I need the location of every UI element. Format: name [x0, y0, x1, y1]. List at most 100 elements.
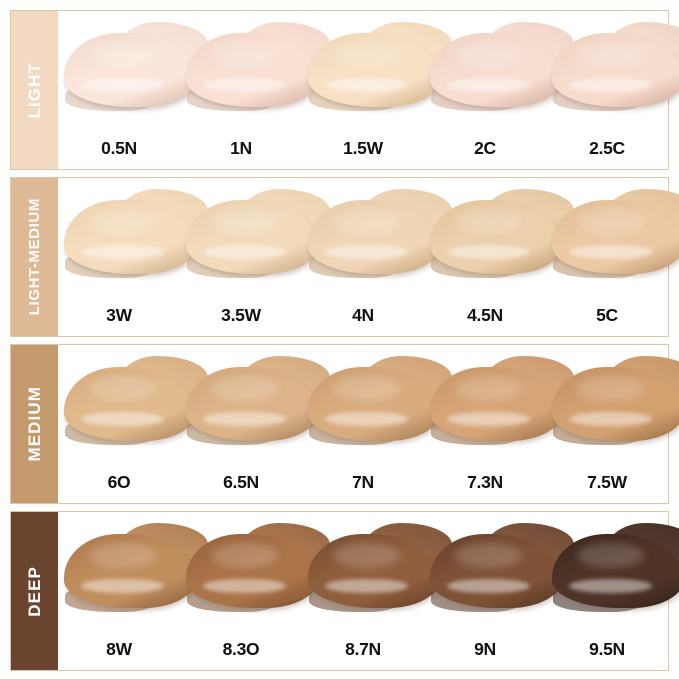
- smear-upper-highlight: [455, 542, 522, 568]
- foundation-smear-swatch: [296, 15, 452, 127]
- shade-name-label: 4.5N: [467, 305, 503, 325]
- smear-upper-highlight: [211, 208, 278, 234]
- smear-shadow: [186, 251, 282, 279]
- smear-upper-highlight: [333, 375, 400, 401]
- swatch-cell[interactable]: 1N: [180, 11, 330, 169]
- smear-highlight: [202, 77, 287, 93]
- smear-tail: [606, 21, 679, 71]
- smear-upper-highlight: [577, 542, 644, 568]
- swatch-cell[interactable]: 9.5N: [546, 512, 679, 670]
- foundation-smear-swatch: [418, 182, 574, 294]
- smear-tail: [606, 355, 679, 405]
- smear-body: [185, 366, 318, 441]
- smear-shadow: [552, 418, 648, 446]
- swatch-cell[interactable]: 6O: [58, 345, 208, 503]
- smear-shadow: [308, 251, 404, 279]
- smear-shadow: [186, 585, 282, 613]
- shade-name-label: 8.7N: [345, 639, 381, 659]
- swatch-cell[interactable]: 7N: [302, 345, 452, 503]
- smear-body: [185, 32, 318, 107]
- swatch-cell[interactable]: 5C: [546, 178, 679, 336]
- foundation-smear-swatch: [540, 349, 679, 461]
- category-label: DEEP: [25, 565, 44, 617]
- smear-upper-highlight: [333, 208, 400, 234]
- smear-upper-highlight: [89, 542, 156, 568]
- swatch-cell[interactable]: 1.5W: [302, 11, 452, 169]
- smear-upper-highlight: [577, 208, 644, 234]
- foundation-smear-swatch: [540, 516, 679, 628]
- smear-shadow: [552, 84, 648, 112]
- smear-body: [307, 533, 440, 608]
- smear-body: [429, 199, 562, 274]
- smear-highlight: [324, 244, 409, 260]
- swatch-cell[interactable]: 8.7N: [302, 512, 452, 670]
- shade-name-label: 3W: [106, 305, 132, 325]
- smear-body: [307, 366, 440, 441]
- smear-body: [307, 32, 440, 107]
- smear-tail: [606, 522, 679, 572]
- swatch-cell[interactable]: 4N: [302, 178, 452, 336]
- swatch-cell[interactable]: 0.5N: [58, 11, 208, 169]
- category-label: LIGHT-MEDIUM: [26, 198, 43, 316]
- foundation-smear-swatch: [174, 516, 330, 628]
- swatch-cell[interactable]: 2.5C: [546, 11, 679, 169]
- smear-shadow: [64, 585, 160, 613]
- swatch-strip: 0.5N 1N 1.5W 2C 2.5C: [58, 11, 679, 169]
- smear-body: [429, 32, 562, 107]
- smear-highlight: [202, 244, 287, 260]
- shade-name-label: 4N: [352, 305, 374, 325]
- swatch-cell[interactable]: 6.5N: [180, 345, 330, 503]
- shade-name-label: 7N: [352, 472, 374, 492]
- shade-name-label: 1N: [230, 138, 252, 158]
- smear-body: [551, 199, 679, 274]
- swatch-cell[interactable]: 2C: [424, 11, 574, 169]
- shade-name-label: 9.5N: [589, 639, 625, 659]
- swatch-cell[interactable]: 7.3N: [424, 345, 574, 503]
- swatch-cell[interactable]: 8W: [58, 512, 208, 670]
- foundation-smear-swatch: [540, 15, 679, 127]
- smear-highlight: [446, 411, 531, 427]
- smear-tail: [606, 188, 679, 238]
- smear-upper-highlight: [455, 41, 522, 67]
- shade-name-label: 3.5W: [221, 305, 261, 325]
- smear-upper-highlight: [577, 41, 644, 67]
- shade-name-label: 5C: [596, 305, 618, 325]
- swatch-strip: 6O 6.5N 7N 7.3N 7.5W: [58, 345, 679, 503]
- swatch-cell[interactable]: 3W: [58, 178, 208, 336]
- smear-shadow: [430, 84, 526, 112]
- smear-highlight: [568, 578, 653, 594]
- category-label: LIGHT: [25, 61, 44, 119]
- smear-upper-highlight: [455, 208, 522, 234]
- swatch-strip: 3W 3.5W 4N 4.5N 5C: [58, 178, 679, 336]
- smear-highlight: [202, 578, 287, 594]
- smear-highlight: [568, 244, 653, 260]
- swatch-cell[interactable]: 4.5N: [424, 178, 574, 336]
- smear-highlight: [324, 578, 409, 594]
- category-strip-light: LIGHT: [11, 11, 58, 169]
- smear-body: [551, 533, 679, 608]
- smear-body: [63, 32, 196, 107]
- category-strip-deep: DEEP: [11, 512, 58, 670]
- smear-body: [429, 533, 562, 608]
- smear-upper-highlight: [333, 41, 400, 67]
- smear-body: [185, 533, 318, 608]
- swatch-cell[interactable]: 7.5W: [546, 345, 679, 503]
- swatch-cell[interactable]: 8.3O: [180, 512, 330, 670]
- swatch-cell[interactable]: 9N: [424, 512, 574, 670]
- smear-body: [63, 199, 196, 274]
- foundation-smear-swatch: [52, 15, 208, 127]
- smear-highlight: [80, 244, 165, 260]
- shade-name-label: 7.3N: [467, 472, 503, 492]
- smear-shadow: [64, 84, 160, 112]
- category-label: MEDIUM: [25, 386, 44, 462]
- smear-upper-highlight: [89, 375, 156, 401]
- smear-highlight: [80, 77, 165, 93]
- smear-shadow: [552, 251, 648, 279]
- smear-body: [63, 366, 196, 441]
- smear-highlight: [324, 411, 409, 427]
- swatch-strip: 8W 8.3O 8.7N 9N 9.5N: [58, 512, 679, 670]
- smear-body: [551, 366, 679, 441]
- swatch-cell[interactable]: 3.5W: [180, 178, 330, 336]
- smear-upper-highlight: [211, 41, 278, 67]
